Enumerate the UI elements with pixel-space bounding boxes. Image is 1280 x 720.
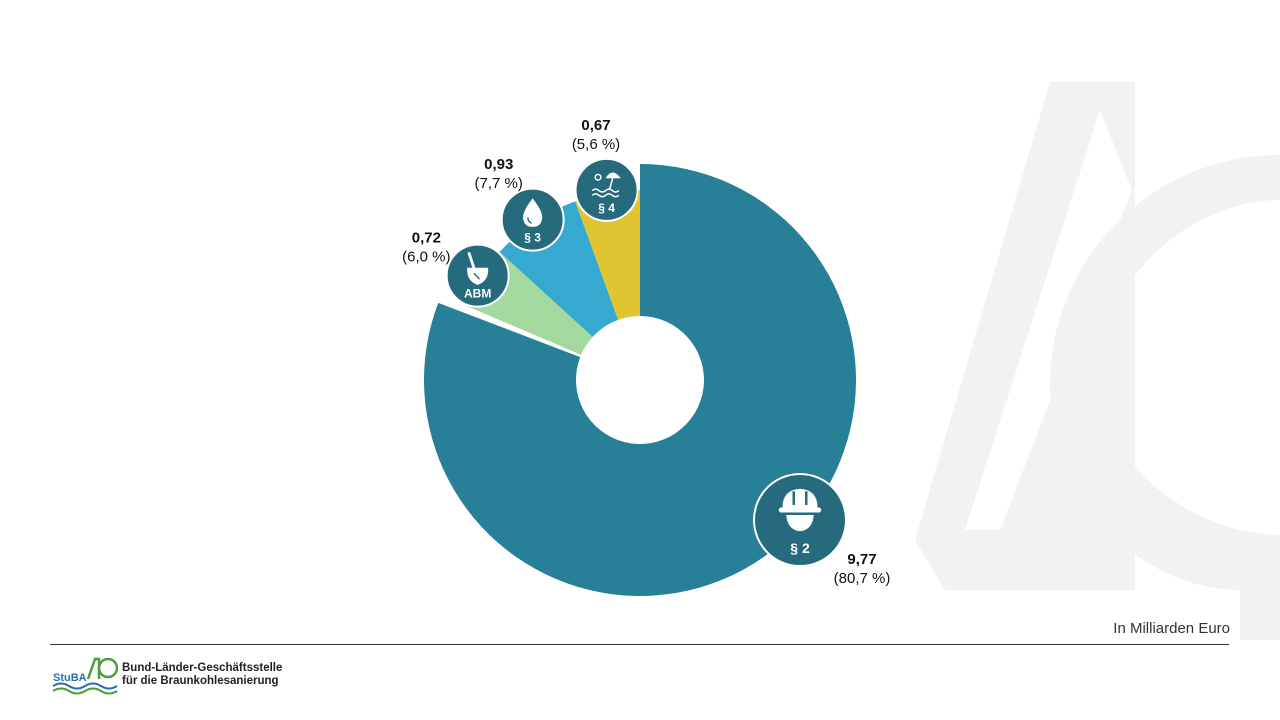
stuba-logo: StuBA Bund-Länder-Geschäftsstelle für di… [52, 655, 282, 695]
footer-divider [50, 644, 1229, 645]
percent-label: (5,6 %) [572, 136, 620, 153]
slice-2 [424, 164, 856, 596]
badge-2: § 2 [753, 473, 847, 567]
value-label: 9,77 [847, 551, 876, 568]
logo-line-1: Bund-Länder-Geschäftsstelle [122, 662, 283, 674]
percent-label: (6,0 %) [402, 249, 450, 266]
badge-label: § 2 [790, 540, 810, 556]
value-label: 0,67 [581, 117, 610, 134]
badge-label: ABM [464, 287, 491, 301]
hardhat-icon [778, 488, 822, 532]
badge-label: § 4 [598, 201, 615, 215]
unit-note: In Milliarden Euro [1113, 620, 1230, 637]
stuba-logo-mark: StuBA [52, 657, 118, 695]
slice-4 [575, 190, 640, 320]
value-label: 0,72 [412, 230, 441, 247]
beach-umbrella-icon [591, 172, 621, 198]
value-label: 0,93 [484, 156, 513, 173]
badge-4: § 4 [574, 157, 639, 222]
logo-line-2: für die Braunkohlesanierung [122, 675, 279, 687]
water-drop-icon [523, 198, 543, 227]
badge-3: § 3 [500, 187, 565, 252]
percent-label: (7,7 %) [475, 175, 523, 192]
badge-label: § 3 [524, 231, 541, 245]
shovel-icon [467, 252, 489, 285]
percent-label: (80,7 %) [834, 570, 891, 587]
logo-abbr: StuBA [53, 672, 87, 684]
badge-abm: ABM [445, 243, 510, 308]
